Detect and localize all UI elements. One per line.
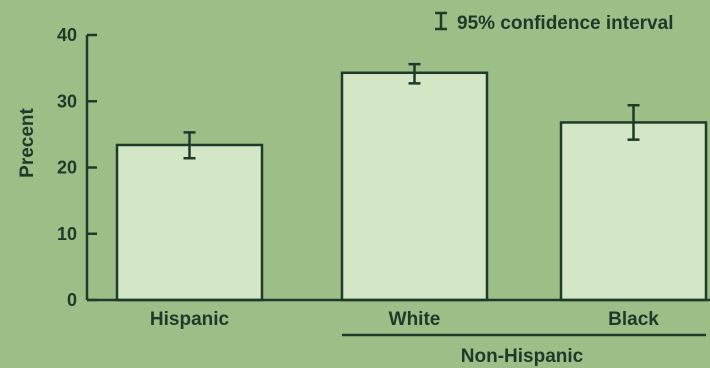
bar-hispanic xyxy=(115,143,264,302)
category-label: Hispanic xyxy=(150,309,230,330)
y-tick-label: 10 xyxy=(57,224,77,244)
category-label: Black xyxy=(608,309,659,330)
bars xyxy=(115,71,708,302)
bar-black xyxy=(559,121,708,302)
y-tick-label: 20 xyxy=(57,158,77,178)
y-tick-label: 30 xyxy=(57,91,77,111)
category-label: White xyxy=(389,309,441,330)
y-tick-label: 40 xyxy=(57,25,77,45)
group-label: Non-Hispanic xyxy=(461,346,584,367)
confidence-interval-icon xyxy=(435,11,447,31)
y-axis-title: Precent xyxy=(17,107,38,177)
category-labels: Hispanic White Black xyxy=(150,309,659,330)
y-axis: 0 10 20 30 40 xyxy=(57,25,97,310)
y-tick-label: 0 xyxy=(67,290,77,310)
error-bars xyxy=(183,62,640,160)
bar-white xyxy=(340,71,489,302)
legend: 95% confidence interval xyxy=(435,11,673,34)
legend-label: 95% confidence interval xyxy=(457,13,673,34)
